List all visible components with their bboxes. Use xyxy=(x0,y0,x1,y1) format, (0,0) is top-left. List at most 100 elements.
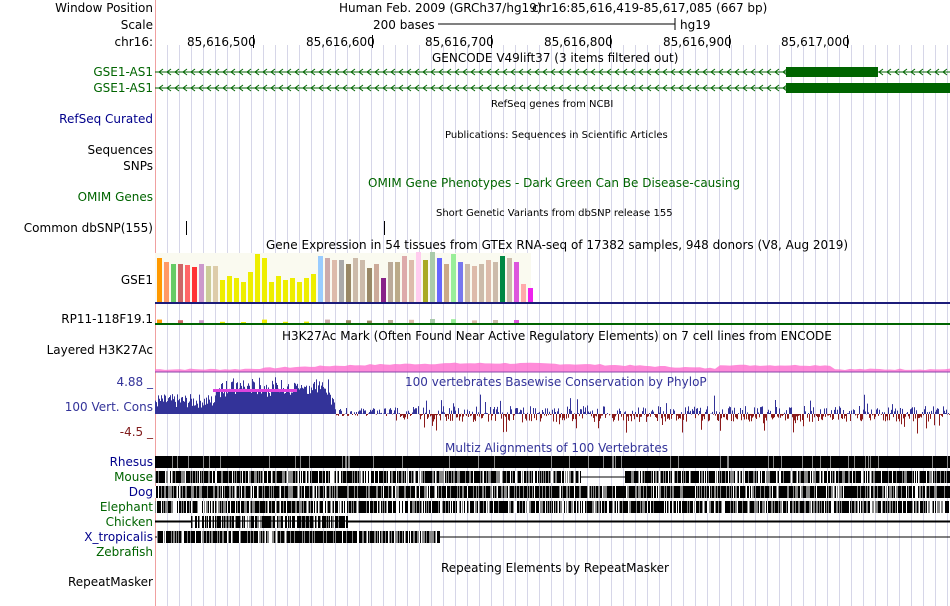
alignment-block xyxy=(328,471,329,483)
alignment-block xyxy=(363,456,364,468)
alignment-block xyxy=(294,516,295,528)
alignment-block xyxy=(799,486,800,498)
alignment-block xyxy=(294,456,295,468)
alignment-block xyxy=(686,486,687,498)
alignment-block xyxy=(941,471,942,483)
alignment-block xyxy=(442,471,443,483)
species-label-chicken[interactable]: Chicken xyxy=(105,515,153,529)
alignment-block xyxy=(587,456,588,468)
publications-sequences-label[interactable]: Sequences xyxy=(87,143,153,157)
alignment-block xyxy=(367,531,368,543)
species-label-zebrafish[interactable]: Zebrafish xyxy=(96,545,153,559)
gtex-gene-label-gse1[interactable]: GSE1 xyxy=(120,273,153,287)
alignment-block xyxy=(714,501,715,513)
alignment-block xyxy=(156,501,157,513)
alignment-block xyxy=(885,486,886,498)
species-label-x-tropicalis[interactable]: X_tropicalis xyxy=(84,530,153,544)
alignment-block xyxy=(309,486,310,498)
alignment-block xyxy=(253,471,254,483)
alignment-block xyxy=(518,456,519,468)
alignment-block xyxy=(278,471,279,483)
alignment-block xyxy=(171,486,172,498)
alignment-block xyxy=(822,456,823,468)
alignment-block xyxy=(505,456,506,468)
alignment-block xyxy=(710,501,711,513)
alignment-block xyxy=(203,486,204,498)
alignment-block xyxy=(558,456,559,468)
alignment-block xyxy=(890,456,891,468)
alignment-block xyxy=(228,516,229,528)
alignment-block xyxy=(226,501,227,513)
alignment-block xyxy=(255,501,256,513)
alignment-block xyxy=(664,501,665,513)
alignment-block xyxy=(609,456,610,468)
species-label-mouse[interactable]: Mouse xyxy=(114,470,153,484)
alignment-block xyxy=(729,456,730,468)
gtex-tissue-bar xyxy=(227,276,232,302)
alignment-block xyxy=(660,486,661,498)
alignment-block xyxy=(190,456,191,468)
alignment-block xyxy=(376,501,377,513)
alignment-block xyxy=(856,486,857,498)
alignment-block xyxy=(913,456,914,468)
alignment-block xyxy=(627,456,628,468)
alignment-block xyxy=(569,471,570,483)
alignment-block xyxy=(569,486,570,498)
alignment-block xyxy=(337,531,338,543)
alignment-block xyxy=(795,486,796,498)
alignment-block xyxy=(429,486,430,498)
alignment-block xyxy=(468,456,469,468)
alignment-block xyxy=(584,486,585,498)
alignment-block xyxy=(326,501,327,513)
gencode-item-label-1[interactable]: GSE1-AS1 xyxy=(93,65,153,79)
alignment-block xyxy=(277,501,278,513)
alignment-block xyxy=(894,486,895,498)
alignment-block xyxy=(530,471,531,483)
alignment-block xyxy=(305,456,306,468)
alignment-block xyxy=(607,456,608,468)
alignment-block xyxy=(369,471,370,483)
alignment-block xyxy=(943,456,944,468)
alignment-block xyxy=(557,486,558,498)
strand-arrow xyxy=(942,68,948,76)
dbsnp-track-label[interactable]: Common dbSNP(155) xyxy=(23,221,153,235)
alignment-block xyxy=(398,456,399,468)
alignment-block xyxy=(260,471,261,483)
species-label-elephant[interactable]: Elephant xyxy=(99,500,153,514)
alignment-block xyxy=(619,501,620,513)
alignment-block xyxy=(306,471,307,483)
alignment-block xyxy=(938,501,939,513)
h3k27ac-track-label[interactable]: Layered H3K27Ac xyxy=(46,343,153,357)
alignment-block xyxy=(249,471,250,483)
repeatmasker-track-label[interactable]: RepeatMasker xyxy=(67,575,153,589)
alignment-block xyxy=(526,486,527,498)
alignment-block xyxy=(274,531,275,543)
alignment-block xyxy=(646,486,647,498)
gencode-item-label-2[interactable]: GSE1-AS1 xyxy=(93,81,153,95)
alignment-block xyxy=(369,456,370,468)
alignment-block xyxy=(757,486,758,498)
track-image-area[interactable]: Human Feb. 2009 (GRCh37/hg19) chr16:85,6… xyxy=(155,0,950,606)
alignment-block xyxy=(170,501,171,513)
alignment-block xyxy=(230,516,231,528)
strand-arrow xyxy=(574,68,580,76)
alignment-block xyxy=(288,501,289,513)
alignment-block xyxy=(483,471,484,483)
alignment-block xyxy=(334,471,335,483)
alignment-block xyxy=(845,456,846,468)
conservation-track-label[interactable]: 100 Vert. Cons xyxy=(64,400,153,414)
gtex-gene-label-rp11[interactable]: RP11-118F19.1 xyxy=(61,312,153,326)
alignment-block xyxy=(480,456,481,468)
alignment-block xyxy=(488,501,489,513)
alignment-block xyxy=(289,456,290,468)
species-label-rhesus[interactable]: Rhesus xyxy=(109,455,153,469)
alignment-block xyxy=(715,456,716,468)
refseq-track-label[interactable]: RefSeq Curated xyxy=(59,112,153,126)
omim-track-label[interactable]: OMIM Genes xyxy=(77,190,153,204)
alignment-block xyxy=(484,486,485,498)
tracks-graphics[interactable] xyxy=(155,0,950,606)
alignment-block xyxy=(456,486,457,498)
publications-snps-label[interactable]: SNPs xyxy=(123,159,153,173)
alignment-block xyxy=(815,456,816,468)
species-label-dog[interactable]: Dog xyxy=(128,485,153,499)
